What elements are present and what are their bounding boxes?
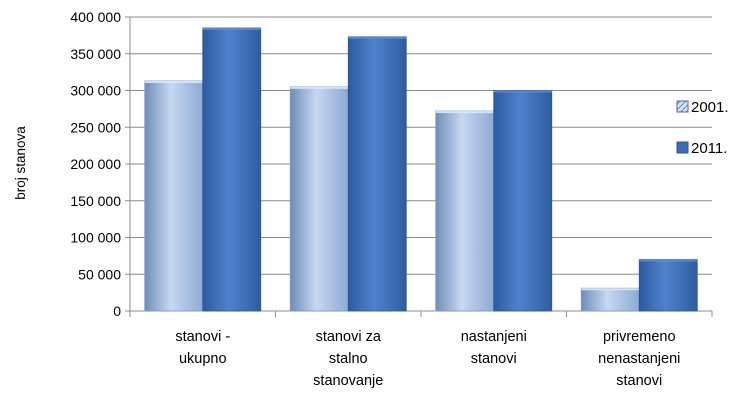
bar-top-highlight <box>144 80 203 83</box>
y-tick-label: 350 000 <box>70 46 121 62</box>
bars <box>144 27 698 312</box>
legend-label: 2011. <box>691 140 727 157</box>
y-tick-labels: 0 50 000 100 000 150 000 200 000 250 000 300 0… <box>70 9 121 319</box>
bar-top-highlight <box>639 259 698 262</box>
y-tick-label: 200 000 <box>70 156 121 172</box>
category-label: stanovi za stalno stanovanje <box>313 329 383 389</box>
y-tick-label: 400 000 <box>70 9 121 25</box>
bar-top-highlight <box>435 111 494 114</box>
bar-top-highlight <box>290 86 349 89</box>
bar-2011-1 <box>202 27 262 312</box>
y-tick-label: 50 000 <box>78 266 121 282</box>
bar-top-highlight <box>348 36 407 39</box>
bar-top-highlight <box>581 288 640 291</box>
category-label: privremeno nenastanjeni stanovi <box>598 329 680 389</box>
legend-swatch <box>676 100 689 113</box>
bar-2001-4 <box>580 287 640 312</box>
bar-2011-3 <box>493 90 553 312</box>
category-label: stanovi -ukupno <box>175 329 230 367</box>
bar-2001-3 <box>435 110 495 312</box>
category-label: nastanjeni stanovi <box>461 329 527 367</box>
bar-2011-4 <box>638 259 698 312</box>
y-tick-label: 300 000 <box>70 83 121 99</box>
legend-swatch <box>676 141 689 154</box>
y-tick-label: 250 000 <box>70 119 121 135</box>
legend-label: 2001. <box>691 99 729 116</box>
y-tick-label: 150 000 <box>70 193 121 209</box>
y-tick-label: 100 000 <box>70 230 121 246</box>
category-labels: stanovi -ukupno stanovi za stalno stanovanj… <box>175 329 680 389</box>
y-tick-label: 0 <box>113 303 121 319</box>
y-axis-title: broj stanova <box>13 126 28 200</box>
bar-2011-2 <box>347 36 407 312</box>
bar-2001-1 <box>144 80 204 312</box>
legend: 2001. 2011. <box>676 99 729 157</box>
bar-top-highlight <box>493 90 552 93</box>
bar-2001-2 <box>289 86 349 312</box>
bar-top-highlight <box>202 28 261 31</box>
